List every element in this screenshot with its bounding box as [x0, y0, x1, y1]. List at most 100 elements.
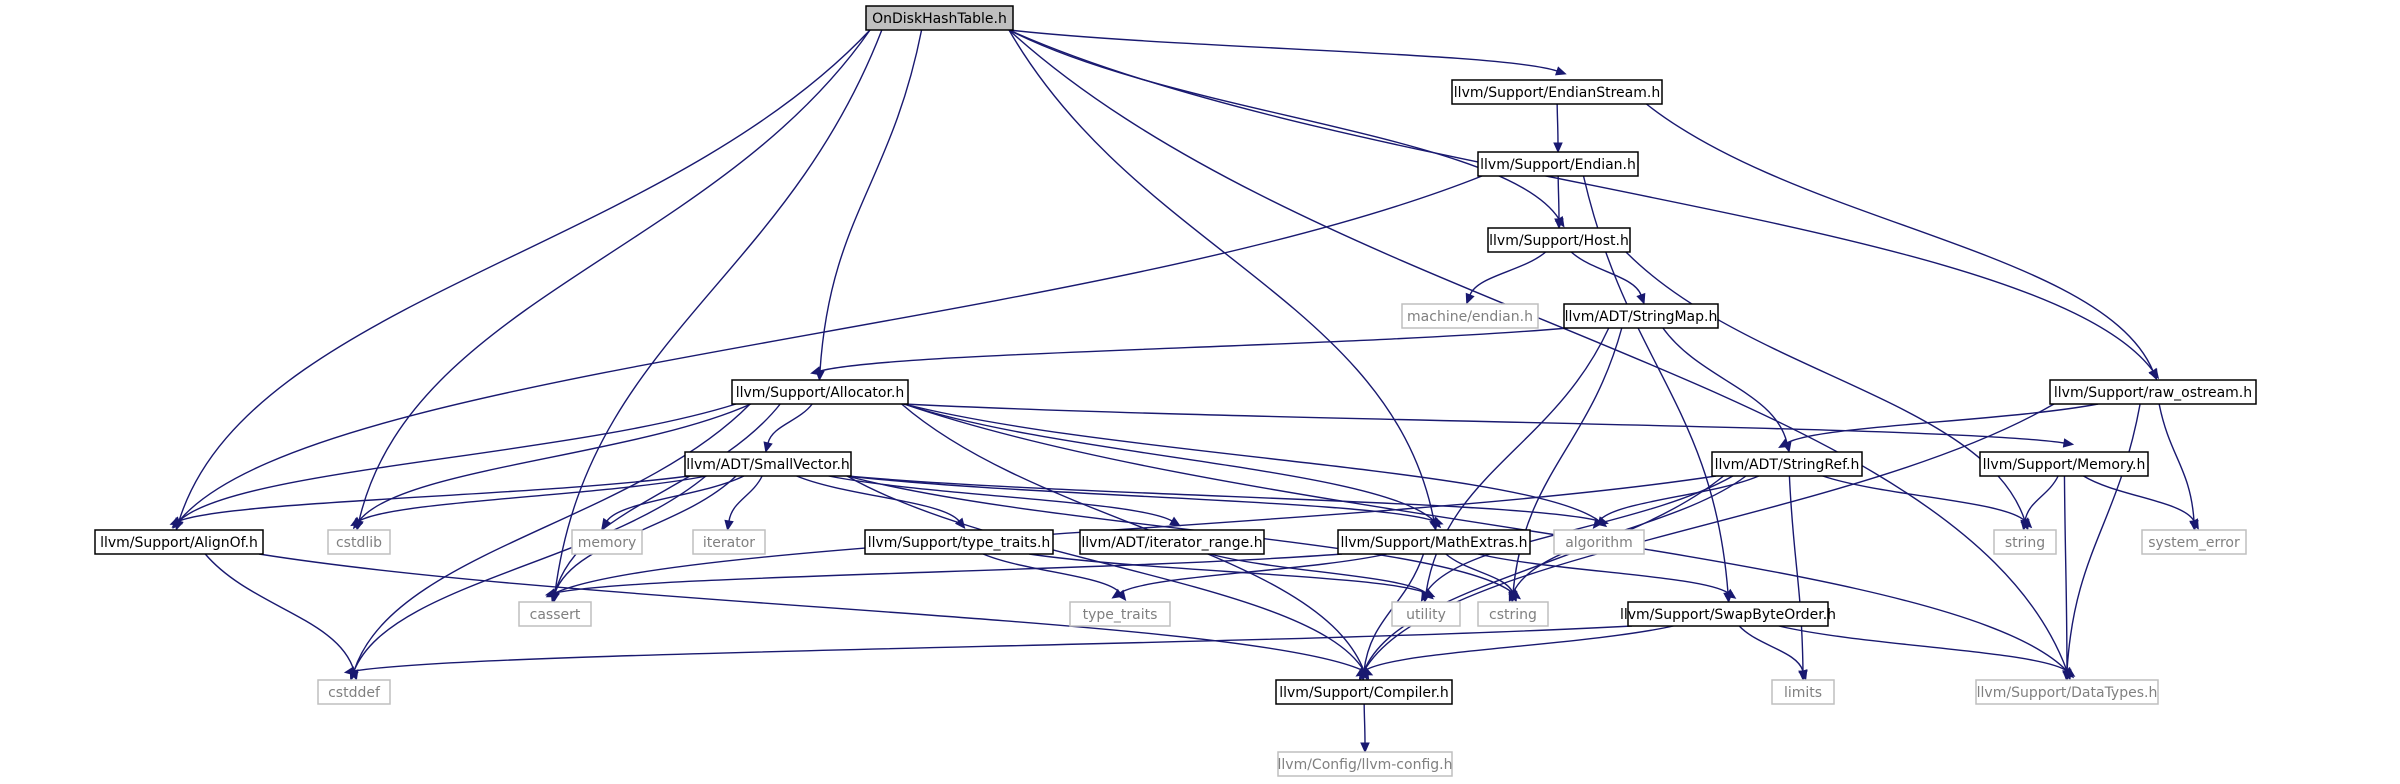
node-datatypes[interactable]: llvm/Support/DataTypes.h: [1975, 679, 2159, 705]
edge-arrowhead: [601, 517, 612, 530]
node-algorithm[interactable]: algorithm: [1553, 529, 1645, 555]
edge-allocator-to-smallvector: [763, 403, 813, 453]
node-mathextras[interactable]: llvm/Support/MathExtras.h: [1337, 529, 1531, 555]
node-utility[interactable]: utility: [1391, 601, 1461, 627]
node-box: [1079, 529, 1265, 555]
edge-line: [1598, 475, 1760, 522]
edge-line: [1008, 29, 1558, 72]
node-label: machine/endian.h: [1407, 309, 1533, 325]
node-machine-endian[interactable]: machine/endian.h: [1401, 303, 1539, 329]
edge-raw-ostream-to-system-error: [2158, 403, 2199, 532]
edge-line: [353, 625, 1633, 672]
node-label: llvm/Support/EndianStream.h: [1454, 85, 1660, 101]
node-cstring[interactable]: cstring: [1477, 601, 1549, 627]
edge-host-to-string: [1625, 251, 2030, 531]
edge-arrowhead: [1360, 742, 1370, 754]
node-host[interactable]: llvm/Support/Host.h: [1487, 227, 1631, 253]
edge-line: [1363, 703, 1366, 744]
node-box: [1337, 529, 1531, 555]
edges-layer: [169, 29, 2199, 754]
edge-allocator-to-memory-h: [903, 403, 2075, 448]
edge-arrowhead: [1555, 66, 1567, 76]
edge-line: [204, 553, 355, 672]
node-label: llvm/Support/Allocator.h: [736, 385, 905, 401]
edge-smallvector-to-mathextras: [846, 475, 1444, 526]
edge-type-traits-h-to-type-traits: [982, 553, 1127, 602]
edge-arrowhead: [810, 366, 822, 376]
edge-root-to-mathextras: [1008, 29, 1439, 532]
node-cassert[interactable]: cassert: [518, 601, 592, 627]
node-endian[interactable]: llvm/Support/Endian.h: [1477, 151, 1639, 177]
node-box: [1275, 679, 1453, 705]
edge-line: [353, 403, 751, 672]
node-allocator[interactable]: llvm/Support/Allocator.h: [731, 379, 909, 405]
edge-line: [1822, 475, 2026, 522]
edge-smallvector-to-iterator: [724, 475, 763, 532]
node-stringref[interactable]: llvm/ADT/StringRef.h: [1711, 451, 1863, 477]
node-cstddef[interactable]: cstddef: [317, 679, 391, 705]
node-label: OnDiskHashTable.h: [872, 11, 1007, 27]
node-limits[interactable]: limits: [1771, 679, 1835, 705]
node-label: algorithm: [1565, 535, 1633, 551]
node-swapbyteorder[interactable]: llvm/Support/SwapByteOrder.h: [1620, 601, 1836, 627]
node-box: [731, 379, 909, 405]
edge-arrowhead: [1355, 666, 1368, 677]
node-alignof[interactable]: llvm/Support/AlignOf.h: [94, 529, 264, 555]
node-label: memory: [578, 535, 637, 551]
node-llvm-config[interactable]: llvm/Config/llvm-config.h: [1277, 751, 1453, 777]
node-label: llvm/ADT/SmallVector.h: [686, 457, 850, 473]
edge-line: [796, 475, 960, 522]
edge-smallvector-to-alignof: [169, 475, 690, 526]
node-string[interactable]: string: [1993, 529, 2057, 555]
node-compiler[interactable]: llvm/Support/Compiler.h: [1275, 679, 1453, 705]
edge-root-to-datatypes: [1008, 29, 2072, 681]
node-iterator-range[interactable]: llvm/ADT/iterator_range.h: [1079, 529, 1265, 555]
node-label: system_error: [2148, 535, 2240, 551]
edge-arrowhead: [545, 588, 557, 598]
edge-line: [1028, 553, 1427, 594]
edge-arrowhead: [724, 519, 734, 532]
node-label: llvm/Config/llvm-config.h: [1278, 757, 1453, 773]
node-box: [1771, 679, 1835, 705]
edge-line: [1008, 29, 1560, 220]
edge-arrowhead: [2148, 368, 2158, 381]
edge-line: [903, 403, 2065, 444]
edge-line: [1469, 251, 1547, 296]
node-box: [1401, 303, 1539, 329]
edge-stringmap-to-allocator: [810, 327, 1569, 376]
edge-line: [2024, 475, 2059, 522]
node-raw-ostream[interactable]: llvm/Support/raw_ostream.h: [2049, 379, 2257, 405]
node-box: [327, 529, 391, 555]
node-stringmap[interactable]: llvm/ADT/StringMap.h: [1563, 303, 1719, 329]
edge-arrowhead: [169, 516, 182, 526]
node-label: utility: [1406, 607, 1446, 623]
edge-swapbyteorder-to-cstddef: [343, 625, 1633, 676]
node-label: llvm/Support/Compiler.h: [1279, 685, 1449, 701]
node-smallvector[interactable]: llvm/ADT/SmallVector.h: [684, 451, 852, 477]
node-iterator[interactable]: iterator: [692, 529, 766, 555]
edge-arrowhead: [350, 516, 362, 527]
node-endianstream[interactable]: llvm/Support/EndianStream.h: [1451, 79, 1663, 105]
node-label: llvm/Support/SwapByteOrder.h: [1620, 607, 1836, 623]
edge-line: [2063, 475, 2068, 672]
node-cstdlib[interactable]: cstdlib: [327, 529, 391, 555]
node-label: llvm/Support/Host.h: [1489, 233, 1629, 249]
edge-line: [1662, 327, 1788, 444]
edge-raw-ostream-to-datatypes: [2062, 403, 2141, 682]
edge-line: [178, 403, 737, 522]
node-root[interactable]: OnDiskHashTable.h: [865, 5, 1014, 31]
node-type-traits[interactable]: type_traits: [1069, 601, 1171, 627]
edge-mathextras-to-type-traits: [1111, 553, 1388, 599]
edge-line: [903, 403, 1600, 522]
node-system-error[interactable]: system_error: [2141, 529, 2247, 555]
edge-arrowhead: [763, 441, 773, 453]
node-memory-h[interactable]: llvm/Support/Memory.h: [1979, 451, 2149, 477]
edge-arrowhead: [1465, 292, 1475, 305]
edge-line: [1008, 29, 2154, 372]
node-label: llvm/ADT/StringMap.h: [1565, 309, 1718, 325]
node-memory[interactable]: memory: [571, 529, 643, 555]
edge-smallvector-to-cstddef: [349, 475, 707, 681]
edge-line: [1738, 625, 1804, 672]
node-type-traits-h[interactable]: llvm/Support/type_traits.h: [864, 529, 1054, 555]
